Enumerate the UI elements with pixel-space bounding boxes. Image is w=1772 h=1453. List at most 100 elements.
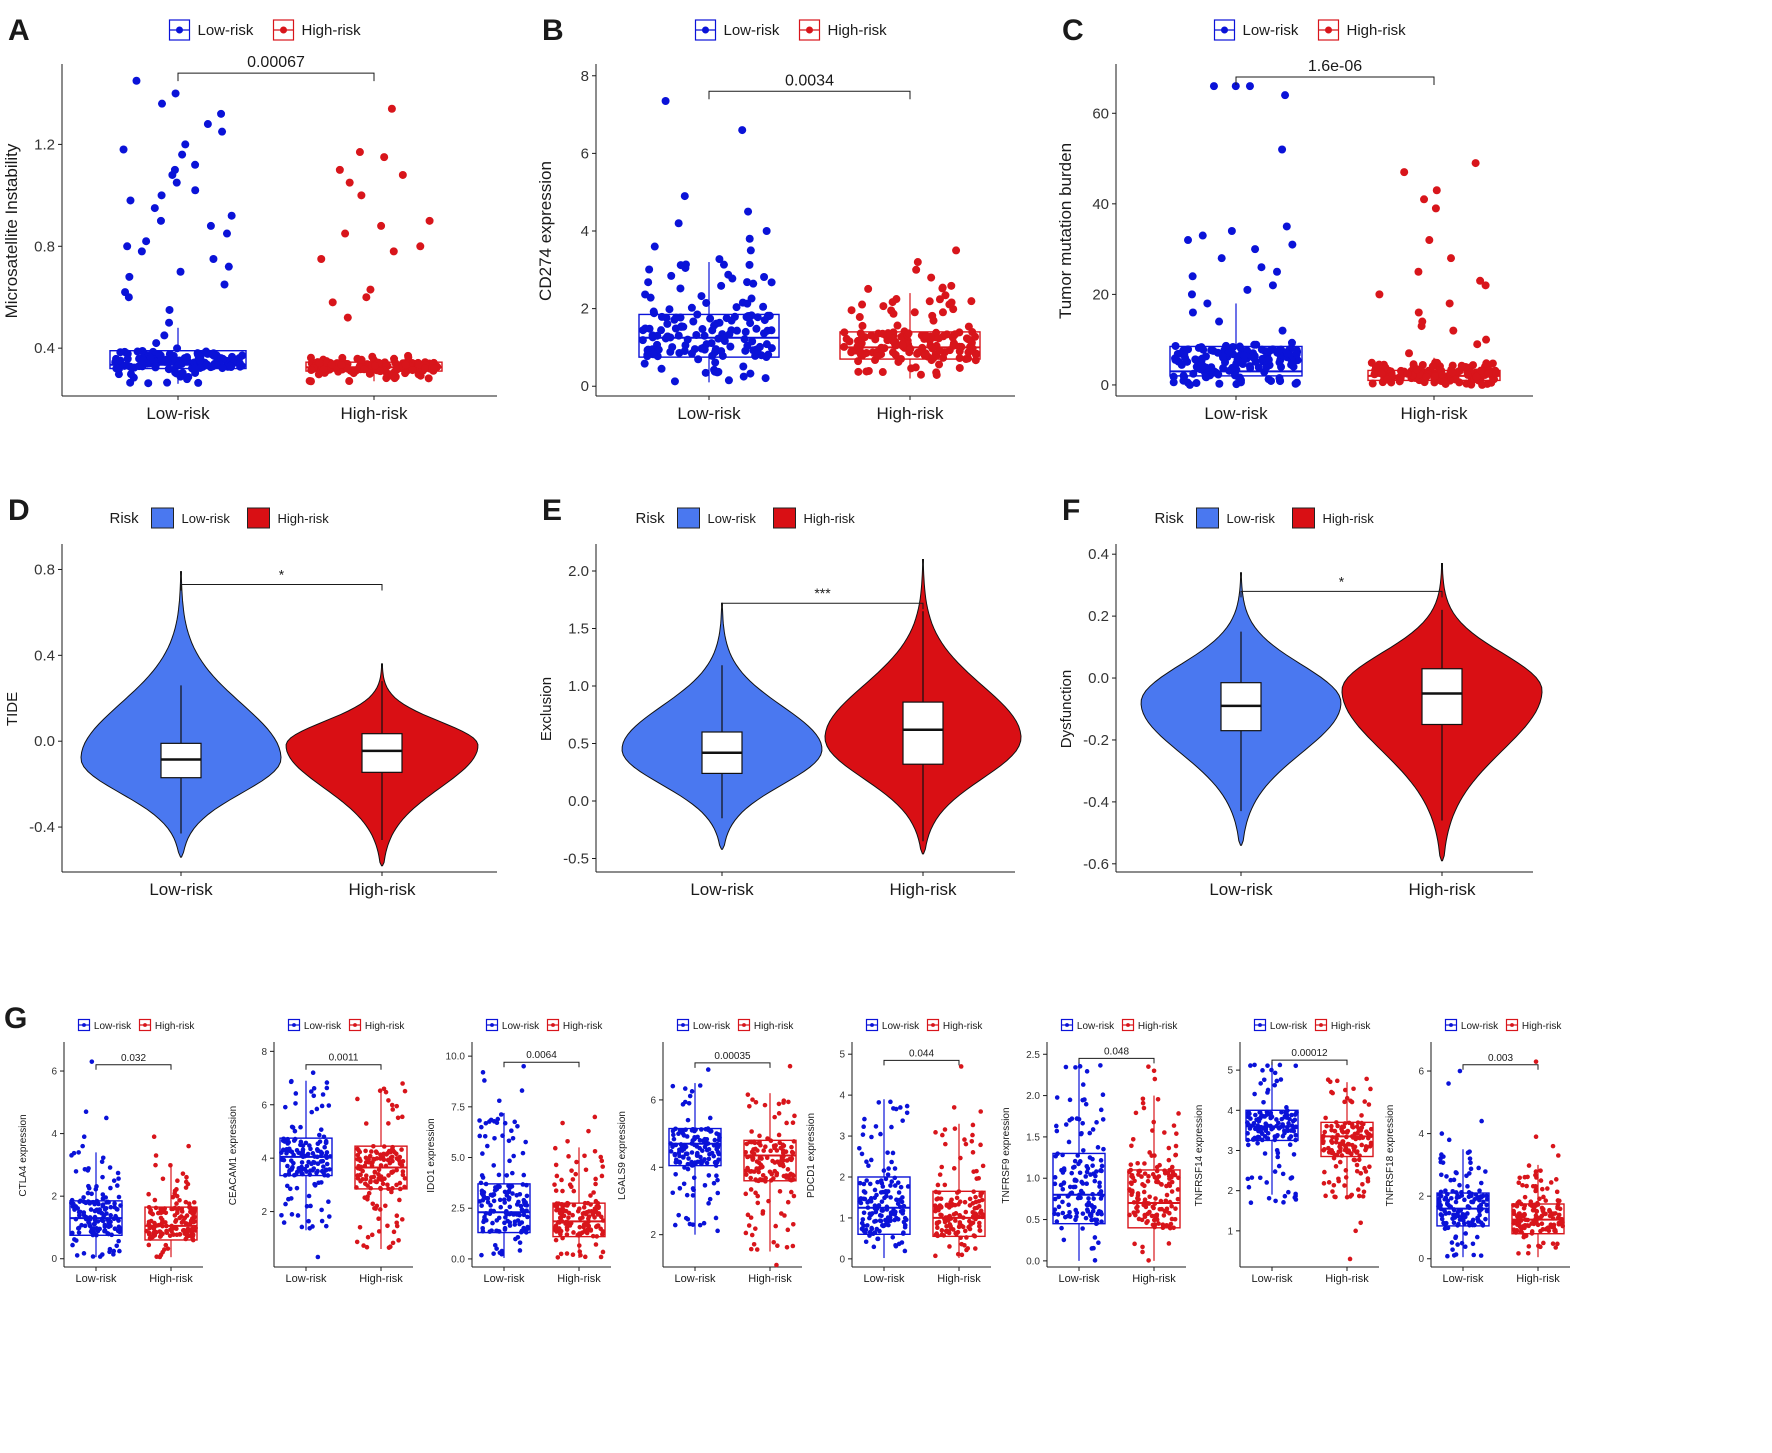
data-point xyxy=(638,336,647,345)
data-point xyxy=(1413,365,1422,374)
data-point xyxy=(555,1220,561,1225)
legend-title: Risk xyxy=(110,510,140,527)
data-point xyxy=(1286,1121,1291,1126)
data-point xyxy=(1171,1123,1177,1128)
data-point xyxy=(1471,1252,1477,1258)
y-axis-label: Tumor mutation burden xyxy=(1056,143,1075,319)
data-point xyxy=(702,1183,708,1188)
data-point xyxy=(383,1203,388,1209)
data-point xyxy=(122,349,131,358)
data-point xyxy=(1438,1206,1444,1212)
data-point xyxy=(703,1141,709,1147)
data-point xyxy=(81,1134,87,1140)
data-point xyxy=(1535,1202,1541,1207)
data-point xyxy=(970,1150,976,1155)
data-point xyxy=(1479,1118,1484,1124)
data-point xyxy=(194,378,203,387)
data-point xyxy=(693,1135,698,1140)
data-point xyxy=(1191,355,1200,364)
data-point xyxy=(104,1115,109,1121)
data-point xyxy=(914,348,923,357)
data-point xyxy=(391,1229,397,1235)
data-point xyxy=(154,1229,159,1235)
data-point xyxy=(560,1120,565,1126)
data-point xyxy=(1322,1129,1328,1135)
data-point xyxy=(1053,1153,1058,1159)
data-point xyxy=(715,1190,721,1196)
y-tick-label: 2 xyxy=(261,1207,267,1218)
legend-key-low xyxy=(677,507,700,529)
data-point xyxy=(1548,1180,1554,1185)
y-tick-label: 2 xyxy=(51,1192,57,1203)
data-point xyxy=(1052,1196,1058,1202)
data-point xyxy=(570,1177,576,1182)
data-point xyxy=(108,1185,113,1191)
data-point xyxy=(158,1215,164,1221)
data-point xyxy=(1249,353,1258,362)
data-point xyxy=(1197,343,1206,352)
data-point xyxy=(741,327,750,336)
data-point xyxy=(86,1185,92,1191)
data-point xyxy=(840,342,849,351)
data-point xyxy=(511,1153,516,1159)
data-point xyxy=(745,314,754,323)
data-point xyxy=(1437,1199,1442,1205)
panel-label: G xyxy=(4,1002,27,1035)
data-point xyxy=(490,1220,495,1226)
data-point xyxy=(1526,1163,1532,1168)
data-point xyxy=(887,306,896,315)
data-point xyxy=(174,1201,179,1206)
data-point xyxy=(1142,1214,1148,1220)
data-point xyxy=(976,1203,982,1209)
x-tick-label: Low-risk xyxy=(677,404,741,423)
data-point xyxy=(1255,1123,1261,1128)
data-point xyxy=(378,1186,384,1192)
data-point xyxy=(1079,1179,1084,1185)
data-point xyxy=(912,265,921,274)
data-point xyxy=(1279,1116,1285,1122)
data-point xyxy=(764,350,773,359)
data-point xyxy=(227,211,236,220)
data-point xyxy=(366,1190,372,1196)
data-point xyxy=(1431,372,1440,381)
data-point xyxy=(662,313,671,322)
y-tick-label: 2.5 xyxy=(451,1204,465,1215)
data-point xyxy=(133,347,142,356)
data-point xyxy=(358,1178,363,1184)
data-point xyxy=(745,234,754,243)
data-point xyxy=(289,1124,295,1130)
data-point xyxy=(761,374,770,383)
legend-key-dot xyxy=(806,26,813,34)
data-point xyxy=(1422,372,1431,381)
data-point xyxy=(160,1207,166,1212)
data-point xyxy=(679,1145,685,1151)
data-point xyxy=(1135,1209,1140,1214)
data-point xyxy=(1272,1169,1278,1174)
data-point xyxy=(394,1167,399,1173)
data-point xyxy=(725,330,734,339)
data-point xyxy=(1354,1162,1360,1168)
data-point xyxy=(1338,1145,1343,1151)
data-point xyxy=(953,1211,959,1216)
data-point xyxy=(1448,1177,1453,1183)
points-low-risk xyxy=(1436,1068,1490,1259)
data-point xyxy=(126,196,135,205)
data-point xyxy=(949,1197,954,1203)
data-point xyxy=(771,1239,777,1245)
data-point xyxy=(962,1228,968,1234)
data-point xyxy=(387,104,396,113)
data-point xyxy=(1089,1246,1095,1251)
y-axis-label: PDCD1 expression xyxy=(806,1113,817,1198)
data-point xyxy=(891,350,900,359)
data-point xyxy=(1142,1183,1147,1189)
data-point xyxy=(430,364,439,373)
data-point xyxy=(784,1158,790,1163)
y-axis-label: Exclusion xyxy=(538,677,555,741)
data-point xyxy=(788,1189,794,1195)
data-point xyxy=(1359,1120,1364,1126)
data-point xyxy=(1156,1221,1161,1226)
data-point xyxy=(1274,1117,1279,1122)
data-point xyxy=(755,342,764,351)
data-point xyxy=(578,1252,583,1258)
data-point xyxy=(682,1086,688,1091)
